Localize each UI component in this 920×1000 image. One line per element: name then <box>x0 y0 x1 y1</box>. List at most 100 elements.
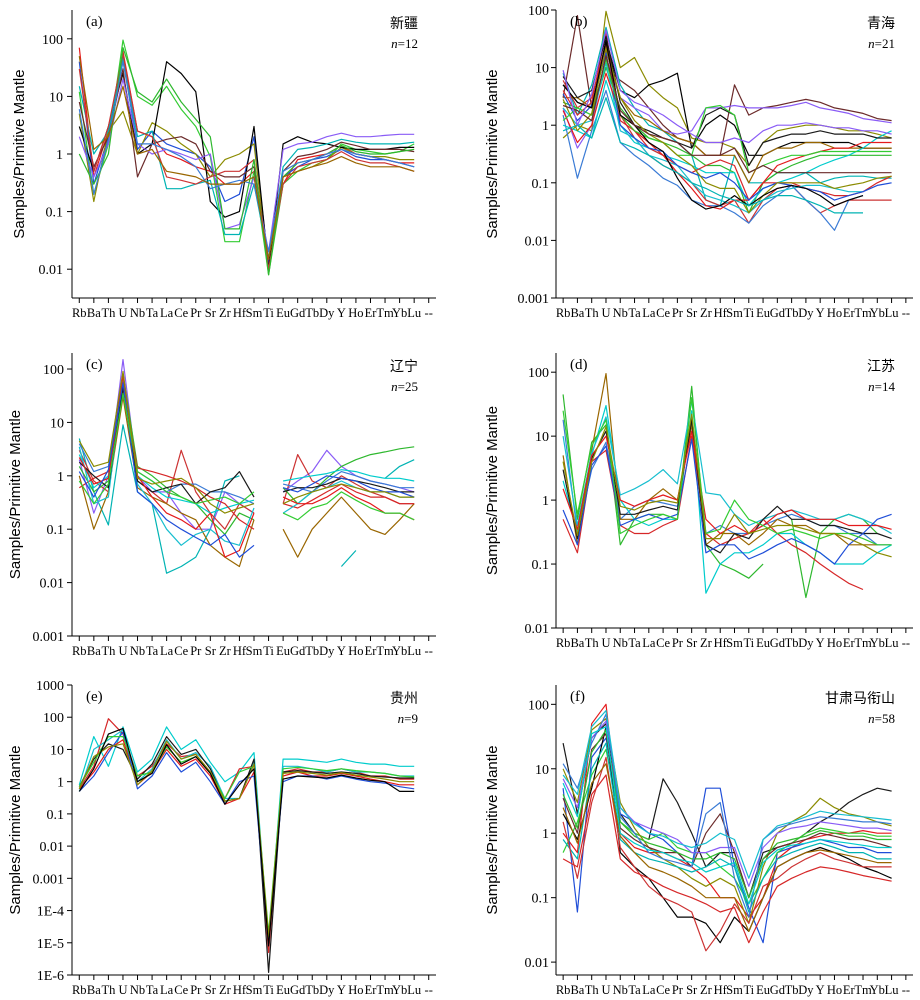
series-line-c-12 <box>78 382 415 558</box>
x-tick-label: Pr <box>672 636 684 650</box>
x-tick-label: Hf <box>714 306 728 320</box>
x-tick-label: Pr <box>672 983 684 997</box>
x-tick-label: Ba <box>570 636 584 650</box>
y-tick-label: 1E-6 <box>37 969 64 984</box>
x-tick-label: Ce <box>174 983 188 997</box>
x-tick-label: Lu <box>885 983 900 997</box>
x-tick-label: La <box>642 636 656 650</box>
region-label: 辽宁 <box>390 358 418 375</box>
x-tick-label: Sm <box>726 636 743 650</box>
sample-count-label: n=9 <box>398 711 418 726</box>
x-tick-label: -- <box>425 983 433 997</box>
x-tick-label: -- <box>902 636 910 650</box>
x-tick-label: Gd <box>770 636 786 650</box>
y-tick-label: 1 <box>542 827 549 842</box>
sample-count-value: =25 <box>398 379 418 394</box>
sample-count-value: =58 <box>875 711 895 726</box>
series-line-a-9 <box>78 53 415 270</box>
series-line-e-9 <box>78 727 415 947</box>
x-tick-label: Eu <box>756 636 771 650</box>
x-tick-label: Sr <box>205 983 217 997</box>
x-tick-label: Th <box>585 983 600 997</box>
sample-count-value: =14 <box>875 379 896 394</box>
x-tick-label: Ta <box>628 636 641 650</box>
x-tick-label: Rb <box>556 306 571 320</box>
x-tick-label: U <box>118 306 127 320</box>
x-tick-label: Y <box>816 306 825 320</box>
x-tick-label: -- <box>425 644 433 658</box>
sample-count-symbol: n <box>391 36 398 51</box>
x-tick-label: Ce <box>174 644 188 658</box>
x-tick-label: Hf <box>233 644 247 658</box>
series-line-d-8 <box>562 430 892 535</box>
x-tick-label: Er <box>365 306 378 320</box>
y-tick-label: 0.1 <box>532 558 550 573</box>
series-line-f-13 <box>562 763 892 932</box>
y-tick-label: 1 <box>542 119 549 134</box>
series-line-c-7 <box>78 384 415 514</box>
x-tick-label: Nb <box>613 983 628 997</box>
x-tick-label: Hf <box>714 636 728 650</box>
x-tick-label: -- <box>902 306 910 320</box>
series-line-b-15 <box>562 52 892 201</box>
y-tick-label: 0.1 <box>532 892 550 907</box>
series-line-b-21 <box>562 29 892 144</box>
x-tick-label: Ti <box>743 306 754 320</box>
series-line-f-10 <box>562 756 892 952</box>
x-tick-label: Zr <box>700 306 713 320</box>
x-tick-label: Zr <box>219 306 232 320</box>
sample-count-value: =9 <box>404 711 418 726</box>
sample-count-symbol: n <box>391 379 398 394</box>
x-tick-label: Sr <box>686 983 698 997</box>
sample-count-label: n=12 <box>391 36 418 51</box>
y-axis-label: Samples/Primitive Mantle <box>484 69 501 238</box>
panel-label: (f) <box>570 689 585 705</box>
x-tick-label: Yb <box>870 636 885 650</box>
x-tick-label: Sr <box>205 644 217 658</box>
region-label: 甘肃马衔山 <box>825 691 895 707</box>
x-tick-label: Lu <box>407 644 422 658</box>
x-tick-label: Nb <box>130 983 145 997</box>
x-tick-label: Th <box>101 644 116 658</box>
x-tick-label: La <box>642 306 656 320</box>
x-tick-label: Pr <box>190 306 202 320</box>
x-tick-label: Ti <box>743 983 754 997</box>
series-line-a-12 <box>78 56 415 260</box>
series-line-a-3 <box>78 39 415 276</box>
x-tick-label: La <box>642 983 656 997</box>
x-tick-label: Lu <box>407 306 422 320</box>
x-tick-label: Eu <box>276 983 291 997</box>
y-tick-label: 0.001 <box>33 630 65 645</box>
x-tick-label: Tm <box>376 306 394 320</box>
x-tick-label: Ba <box>87 306 101 320</box>
panel-label: (c) <box>86 357 103 373</box>
x-tick-label: Rb <box>72 983 87 997</box>
x-tick-label: Ti <box>263 306 274 320</box>
y-axis-label: Samples/Primitive Mantle <box>7 745 24 914</box>
panel-label: (d) <box>570 357 588 373</box>
x-tick-label: Y <box>337 306 346 320</box>
x-tick-label: Er <box>843 306 856 320</box>
series-line-f-14 <box>562 726 892 905</box>
x-tick-label: Zr <box>700 636 713 650</box>
x-tick-label: Ti <box>263 644 274 658</box>
region-label: 青海 <box>867 16 895 32</box>
series-line-b-8 <box>562 89 864 231</box>
x-tick-label: Dy <box>319 306 335 320</box>
x-tick-label: Hf <box>233 983 247 997</box>
x-tick-label: Tm <box>854 983 872 997</box>
x-tick-label: Ce <box>656 636 670 650</box>
y-tick-label: 100 <box>43 363 64 378</box>
x-tick-label: Ba <box>570 306 584 320</box>
x-tick-label: Gd <box>290 306 306 320</box>
x-tick-label: Dy <box>319 983 335 997</box>
x-tick-label: Ho <box>827 306 842 320</box>
x-tick-label: Y <box>337 983 346 997</box>
x-tick-label: Dy <box>798 306 814 320</box>
x-tick-label: Nb <box>613 636 628 650</box>
y-axis-label: Samples/Primitive Mantle <box>11 69 28 238</box>
x-tick-label: Eu <box>276 644 291 658</box>
x-tick-label: Sm <box>246 644 263 658</box>
